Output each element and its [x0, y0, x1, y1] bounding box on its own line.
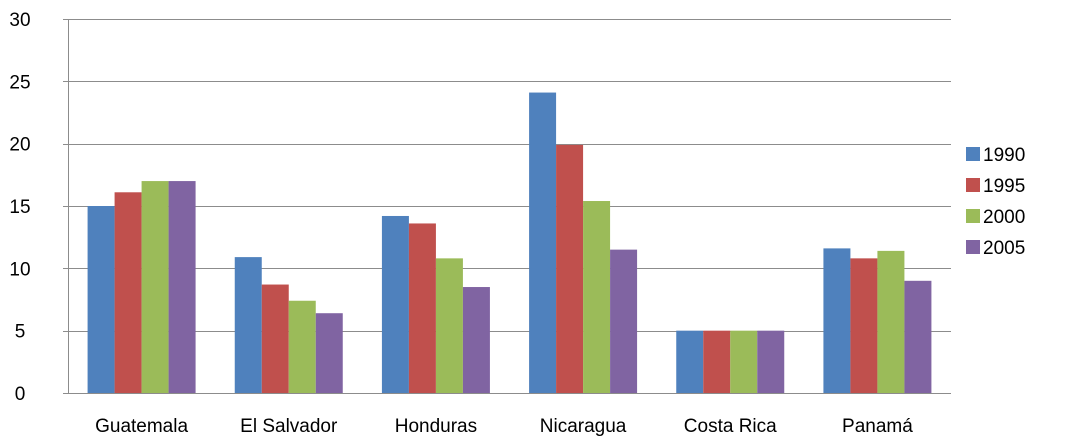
legend-swatch: [966, 178, 980, 192]
x-axis-labels: Guatemala El Salvador Honduras Nicaragua Cos…: [95, 416, 913, 437]
bar-2000: [583, 201, 611, 393]
y-tick-label: 30: [9, 10, 30, 31]
legend-item: 2000: [966, 207, 1025, 228]
legend: 1990 1995 2000 2005: [966, 145, 1025, 259]
x-tick-label: Guatemala: [95, 416, 188, 437]
bar-2000: [730, 330, 758, 393]
gridlines: [68, 19, 951, 332]
y-tick-label: 0: [15, 384, 26, 405]
y-axis-ticks: 0 5 10 15 20 25 30: [9, 10, 68, 405]
x-tick-label: Costa Rica: [684, 416, 777, 437]
axes: [68, 19, 951, 394]
bar-2005: [904, 280, 932, 393]
y-tick-label: 5: [15, 322, 26, 343]
bar-2000: [141, 181, 169, 393]
bar-1995: [408, 223, 436, 393]
bar-1995: [261, 284, 289, 393]
bar-2005: [757, 330, 785, 393]
legend-swatch: [966, 209, 980, 223]
bar-1995: [114, 192, 142, 393]
bar-2005: [610, 249, 638, 393]
bar-1990: [234, 257, 262, 393]
x-tick-label: Honduras: [395, 416, 477, 437]
bar-2000: [288, 300, 316, 393]
legend-swatch: [966, 240, 980, 254]
y-tick-label: 10: [9, 259, 30, 280]
legend-label: 1995: [983, 176, 1025, 197]
bar-1990: [381, 215, 409, 393]
bar-1990: [676, 330, 704, 393]
bar-2000: [877, 250, 905, 393]
bar-2005: [462, 287, 490, 393]
legend-label: 2000: [983, 207, 1025, 228]
x-tick-label: Nicaragua: [540, 416, 627, 437]
legend-item: 1990: [966, 145, 1025, 166]
bar-1995: [703, 330, 731, 393]
bar-2005: [315, 313, 343, 393]
y-tick-label: 25: [9, 72, 30, 93]
legend-item: 2005: [966, 238, 1025, 259]
bar-2000: [435, 258, 463, 393]
legend-label: 1990: [983, 145, 1025, 166]
legend-swatch: [966, 147, 980, 161]
bar-1995: [850, 258, 878, 393]
bar-1990: [87, 206, 115, 393]
x-tick-label: El Salvador: [240, 416, 338, 437]
bars: [87, 92, 932, 393]
bar-1995: [556, 144, 584, 393]
y-tick-label: 20: [9, 135, 30, 156]
legend-item: 1995: [966, 176, 1025, 197]
bar-1990: [823, 248, 851, 393]
legend-label: 2005: [983, 238, 1025, 259]
y-tick-label: 15: [9, 197, 30, 218]
x-tick-label: Panamá: [842, 416, 913, 437]
bar-2005: [168, 181, 196, 393]
bar-1990: [529, 92, 557, 393]
